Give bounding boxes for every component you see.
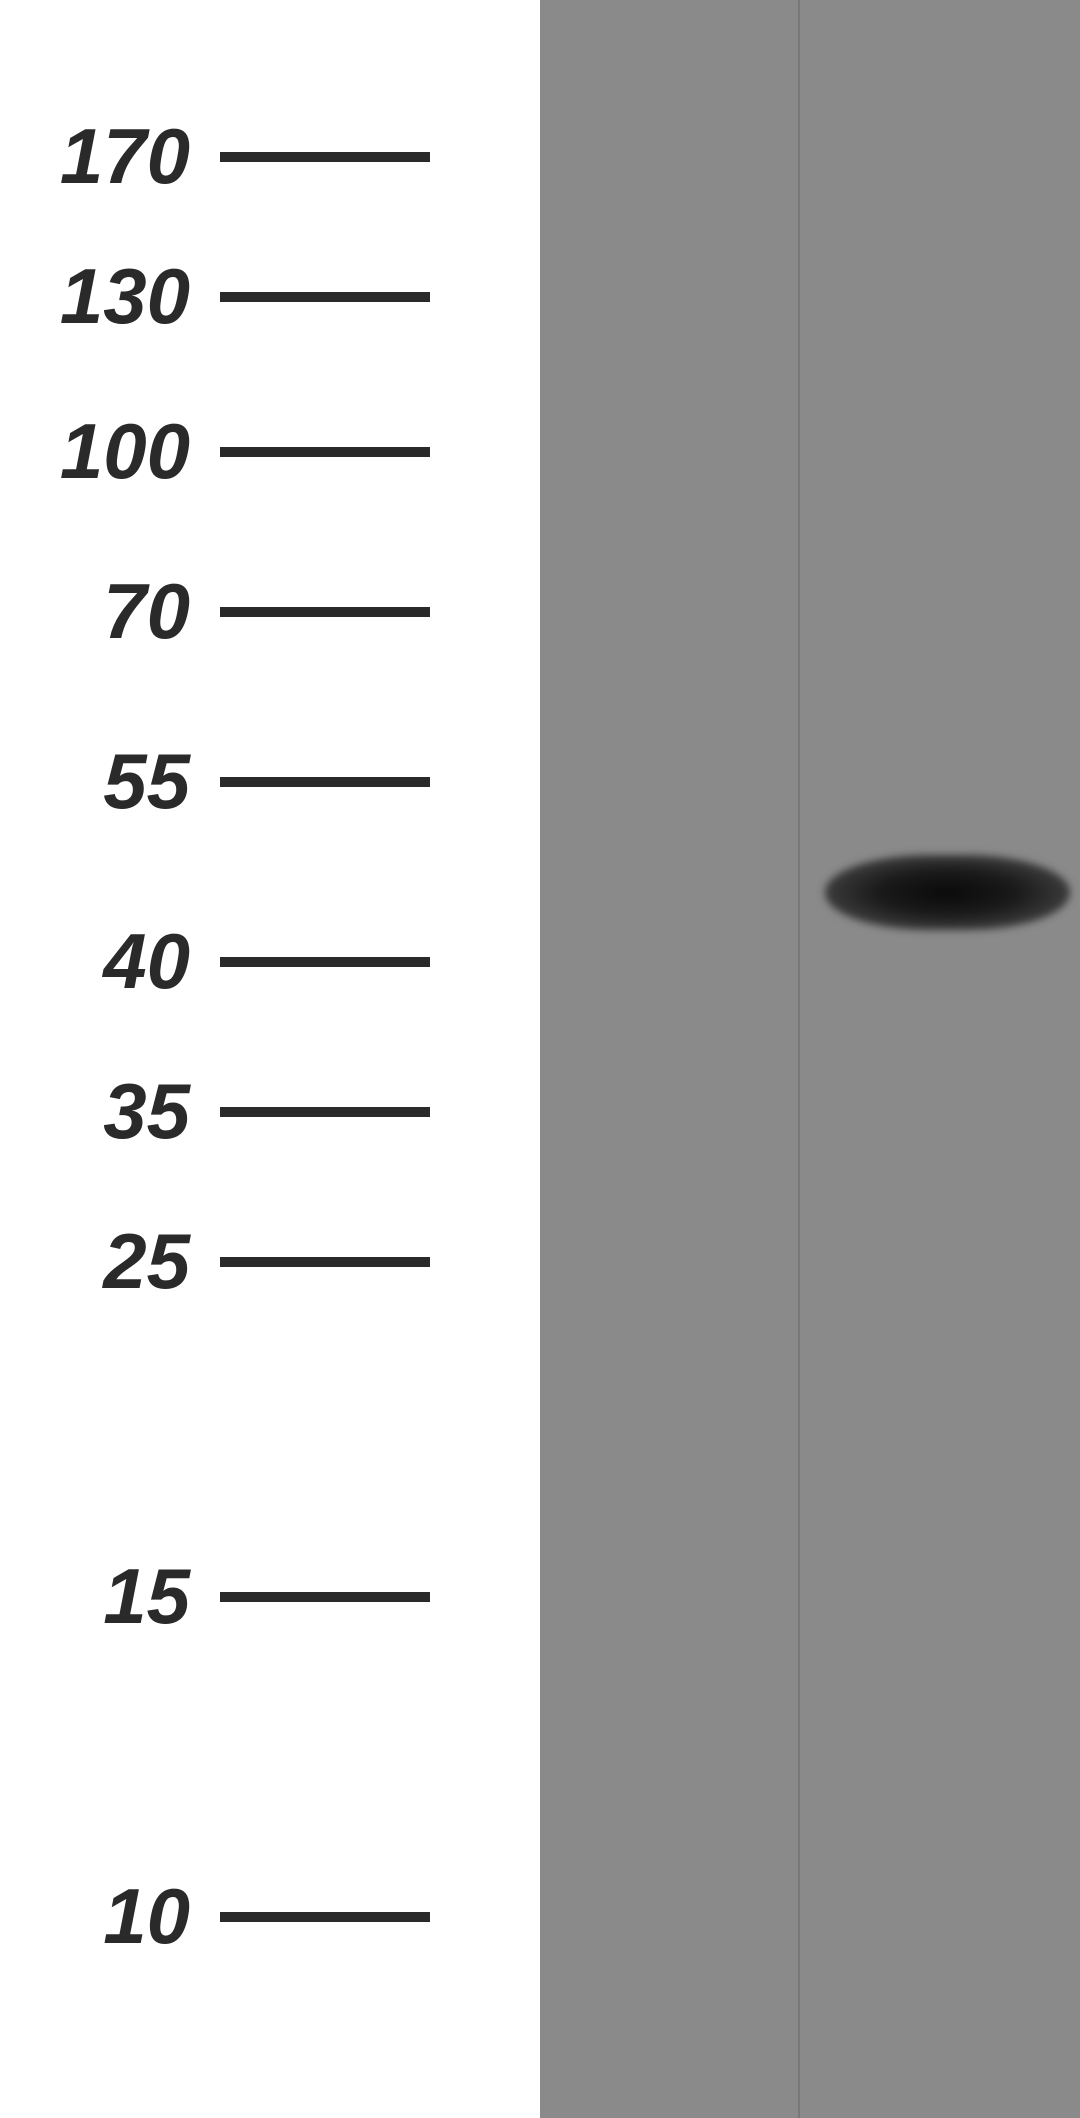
marker-row: 40 xyxy=(0,916,540,1007)
marker-label: 25 xyxy=(0,1216,220,1307)
marker-tick xyxy=(220,1107,430,1117)
marker-row: 15 xyxy=(0,1551,540,1642)
marker-label: 40 xyxy=(0,916,220,1007)
molecular-weight-ladder: 170 130 100 70 55 40 35 25 15 10 xyxy=(0,0,540,2118)
marker-tick xyxy=(220,1257,430,1267)
band xyxy=(825,855,1070,930)
western-blot-container: 170 130 100 70 55 40 35 25 15 10 xyxy=(0,0,1080,2118)
marker-row: 100 xyxy=(0,406,540,497)
marker-row: 10 xyxy=(0,1871,540,1962)
marker-label: 15 xyxy=(0,1551,220,1642)
lane-1 xyxy=(540,0,800,2118)
marker-row: 130 xyxy=(0,251,540,342)
marker-row: 55 xyxy=(0,736,540,827)
marker-tick xyxy=(220,957,430,967)
blot-membrane xyxy=(540,0,1080,2118)
marker-label: 170 xyxy=(0,111,220,202)
marker-label: 35 xyxy=(0,1066,220,1157)
marker-label: 130 xyxy=(0,251,220,342)
marker-label: 55 xyxy=(0,736,220,827)
marker-row: 170 xyxy=(0,111,540,202)
marker-label: 100 xyxy=(0,406,220,497)
marker-label: 70 xyxy=(0,566,220,657)
marker-tick xyxy=(220,1912,430,1922)
marker-row: 35 xyxy=(0,1066,540,1157)
marker-tick xyxy=(220,447,430,457)
marker-tick xyxy=(220,1592,430,1602)
marker-tick xyxy=(220,607,430,617)
lane-2 xyxy=(800,0,1080,2118)
marker-row: 25 xyxy=(0,1216,540,1307)
marker-tick xyxy=(220,292,430,302)
marker-row: 70 xyxy=(0,566,540,657)
marker-label: 10 xyxy=(0,1871,220,1962)
marker-tick xyxy=(220,152,430,162)
marker-tick xyxy=(220,777,430,787)
